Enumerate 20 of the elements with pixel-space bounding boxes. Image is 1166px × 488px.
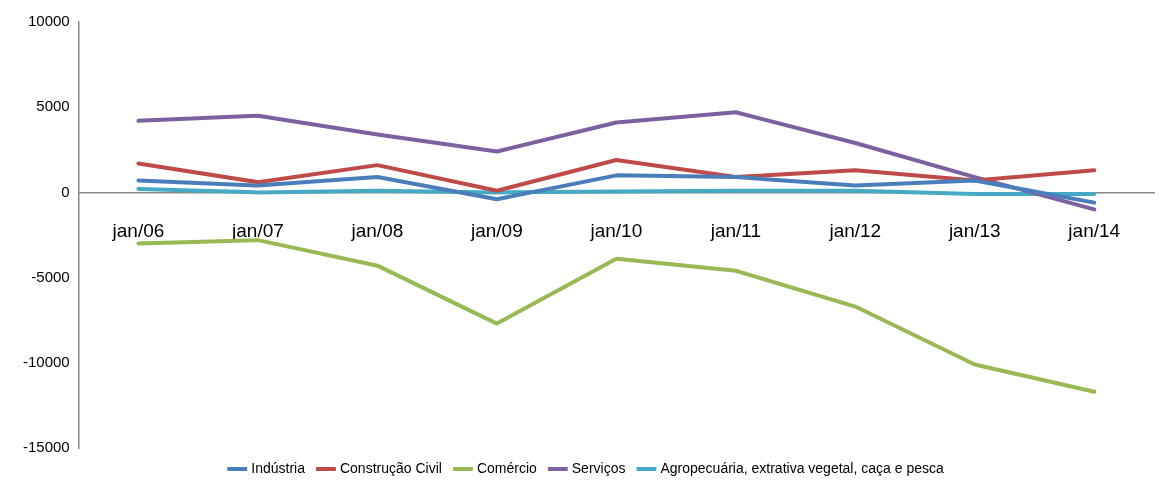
legend-label: Construção Civil — [339, 459, 442, 476]
y-tick-label: 5000 — [36, 97, 70, 115]
x-tick-label: jan/07 — [231, 220, 284, 242]
x-tick-label: jan/06 — [111, 220, 165, 242]
y-tick-label: -10000 — [22, 352, 70, 370]
x-tick-label: jan/11 — [709, 220, 762, 242]
x-tick-label: jan/08 — [350, 220, 404, 242]
legend-label: Agropecuária, extrativa vegetal, caça e pesca — [660, 459, 944, 476]
x-tick-label: jan/12 — [828, 220, 882, 242]
y-tick-label: -15000 — [22, 438, 70, 456]
legend-label: Indústria — [251, 459, 306, 476]
y-tick-label: -5000 — [31, 267, 70, 285]
x-tick-label: jan/14 — [1067, 220, 1121, 242]
legend-label: Comércio — [476, 459, 537, 476]
x-tick-label: jan/09 — [469, 220, 523, 242]
y-tick-label: 10000 — [27, 12, 70, 30]
y-tick-label: 0 — [61, 182, 70, 200]
x-tick-label: jan/13 — [947, 220, 1001, 242]
x-tick-label: jan/10 — [589, 220, 643, 242]
legend-label: Serviços — [571, 459, 626, 476]
